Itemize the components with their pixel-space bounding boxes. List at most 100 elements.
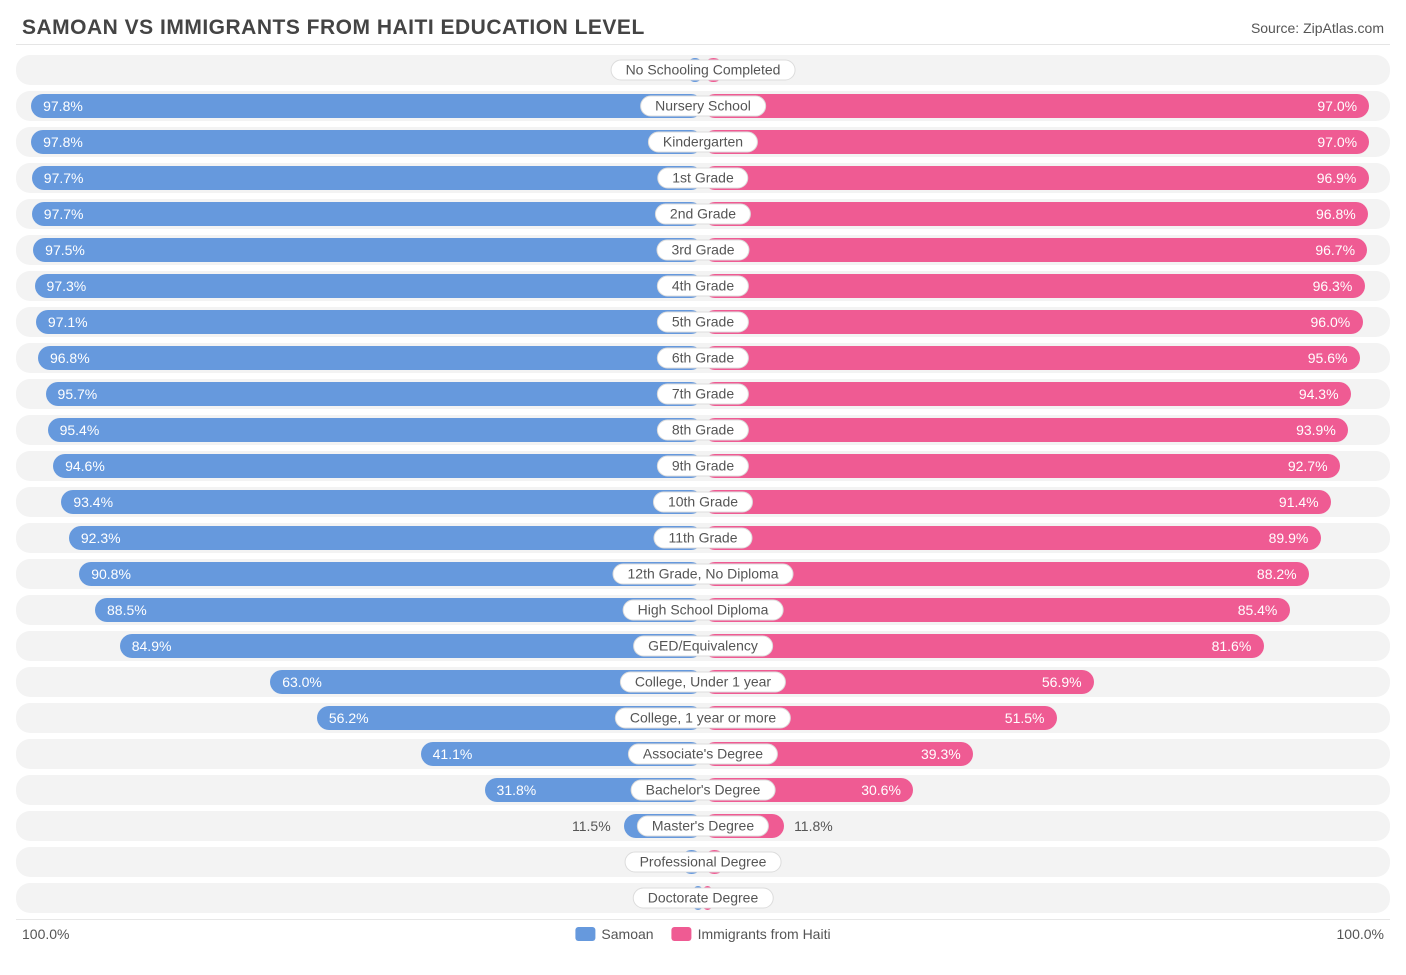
category-label: Nursery School bbox=[640, 96, 766, 117]
pct-right: 51.5% bbox=[1005, 710, 1045, 726]
category-label: No Schooling Completed bbox=[611, 60, 796, 81]
bar-left bbox=[33, 238, 703, 262]
pct-left: 90.8% bbox=[91, 566, 131, 582]
legend-swatch-right bbox=[672, 927, 692, 941]
bar-left bbox=[61, 490, 703, 514]
pct-left: 97.7% bbox=[44, 170, 84, 186]
pct-right: 39.3% bbox=[921, 746, 961, 762]
bar-left bbox=[38, 346, 703, 370]
legend-item-right: Immigrants from Haiti bbox=[672, 926, 831, 942]
category-label: 6th Grade bbox=[657, 348, 749, 369]
pct-right: 93.9% bbox=[1296, 422, 1336, 438]
bar-left bbox=[48, 418, 703, 442]
pct-right: 92.7% bbox=[1288, 458, 1328, 474]
category-label: 7th Grade bbox=[657, 384, 749, 405]
legend-label-right: Immigrants from Haiti bbox=[698, 926, 831, 942]
bar-right bbox=[703, 130, 1369, 154]
bar-left bbox=[120, 634, 703, 658]
bar-left bbox=[95, 598, 703, 622]
bar-right bbox=[703, 634, 1264, 658]
bar-right bbox=[703, 94, 1369, 118]
bar-row: 56.2% 51.5% College, 1 year or more bbox=[16, 703, 1390, 733]
category-label: Bachelor's Degree bbox=[631, 780, 776, 801]
category-label: Kindergarten bbox=[648, 132, 758, 153]
bar-left bbox=[32, 202, 703, 226]
category-label: 10th Grade bbox=[653, 492, 753, 513]
pct-right: 11.8% bbox=[794, 818, 833, 834]
pct-right: 97.0% bbox=[1317, 134, 1357, 150]
pct-left: 97.8% bbox=[43, 134, 83, 150]
category-label: College, Under 1 year bbox=[620, 672, 786, 693]
bar-left bbox=[31, 130, 703, 154]
bar-row: 97.7% 96.9% 1st Grade bbox=[16, 163, 1390, 193]
pct-left: 63.0% bbox=[282, 674, 322, 690]
pct-left: 95.7% bbox=[58, 386, 98, 402]
bar-row: 94.6% 92.7% 9th Grade bbox=[16, 451, 1390, 481]
bar-right bbox=[703, 346, 1360, 370]
bar-row: 96.8% 95.6% 6th Grade bbox=[16, 343, 1390, 373]
axis-right-max: 100.0% bbox=[1337, 926, 1384, 942]
bar-right bbox=[703, 310, 1363, 334]
pct-right: 96.0% bbox=[1311, 314, 1351, 330]
pct-right: 91.4% bbox=[1279, 494, 1319, 510]
pct-right: 56.9% bbox=[1042, 674, 1082, 690]
pct-left: 97.7% bbox=[44, 206, 84, 222]
pct-left: 11.5% bbox=[572, 818, 611, 834]
bar-right bbox=[703, 274, 1365, 298]
pct-left: 96.8% bbox=[50, 350, 90, 366]
bar-row: 1.4%1.3%Doctorate Degree bbox=[16, 883, 1390, 913]
category-label: 8th Grade bbox=[657, 420, 749, 441]
pct-left: 95.4% bbox=[60, 422, 100, 438]
bar-right bbox=[703, 562, 1309, 586]
legend-label-left: Samoan bbox=[601, 926, 653, 942]
pct-right: 96.3% bbox=[1313, 278, 1353, 294]
category-label: 9th Grade bbox=[657, 456, 749, 477]
pct-left: 41.1% bbox=[433, 746, 473, 762]
category-label: Doctorate Degree bbox=[633, 888, 774, 909]
bar-row: 3.3%3.4%Professional Degree bbox=[16, 847, 1390, 877]
bar-left bbox=[32, 166, 703, 190]
category-label: Associate's Degree bbox=[628, 744, 778, 765]
category-label: College, 1 year or more bbox=[615, 708, 791, 729]
pct-right: 85.4% bbox=[1238, 602, 1278, 618]
category-label: GED/Equivalency bbox=[633, 636, 773, 657]
education-diverging-chart: SAMOAN VS IMMIGRANTS FROM HAITI EDUCATIO… bbox=[16, 16, 1390, 946]
pct-right: 95.6% bbox=[1308, 350, 1348, 366]
category-label: 5th Grade bbox=[657, 312, 749, 333]
bar-row: 97.3%96.3%4th Grade bbox=[16, 271, 1390, 301]
bar-row: 97.7%96.8%2nd Grade bbox=[16, 199, 1390, 229]
chart-legend: Samoan Immigrants from Haiti bbox=[575, 926, 830, 942]
pct-left: 93.4% bbox=[73, 494, 113, 510]
category-label: High School Diploma bbox=[623, 600, 784, 621]
category-label: 4th Grade bbox=[657, 276, 749, 297]
chart-footer: 100.0% Samoan Immigrants from Haiti 100.… bbox=[16, 919, 1390, 946]
pct-right: 81.6% bbox=[1212, 638, 1252, 654]
pct-right: 88.2% bbox=[1257, 566, 1297, 582]
bar-row: 97.5%96.7%3rd Grade bbox=[16, 235, 1390, 265]
pct-left: 56.2% bbox=[329, 710, 369, 726]
bar-row: 95.4% 93.9% 8th Grade bbox=[16, 415, 1390, 445]
category-label: 2nd Grade bbox=[655, 204, 751, 225]
bar-left bbox=[46, 382, 703, 406]
bar-right bbox=[703, 382, 1351, 406]
bar-right bbox=[703, 166, 1369, 190]
bar-row: 97.1%96.0%5th Grade bbox=[16, 307, 1390, 337]
pct-left: 31.8% bbox=[497, 782, 537, 798]
chart-source: Source: ZipAtlas.com bbox=[1251, 20, 1384, 36]
pct-right: 96.9% bbox=[1317, 170, 1357, 186]
bar-left bbox=[69, 526, 703, 550]
category-label: Professional Degree bbox=[625, 852, 782, 873]
bar-row: 92.3%89.9%11th Grade bbox=[16, 523, 1390, 553]
bar-row: 93.4% 91.4% 10th Grade bbox=[16, 487, 1390, 517]
bar-right bbox=[703, 490, 1331, 514]
bar-row: 97.8% 97.0% Kindergarten bbox=[16, 127, 1390, 157]
pct-right: 89.9% bbox=[1269, 530, 1309, 546]
bar-left bbox=[79, 562, 703, 586]
chart-header: SAMOAN VS IMMIGRANTS FROM HAITI EDUCATIO… bbox=[16, 16, 1390, 45]
bar-left bbox=[35, 274, 703, 298]
bar-row: 88.5%85.4%High School Diploma bbox=[16, 595, 1390, 625]
category-label: 1st Grade bbox=[657, 168, 748, 189]
pct-right: 97.0% bbox=[1317, 98, 1357, 114]
pct-left: 94.6% bbox=[65, 458, 105, 474]
pct-left: 84.9% bbox=[132, 638, 172, 654]
